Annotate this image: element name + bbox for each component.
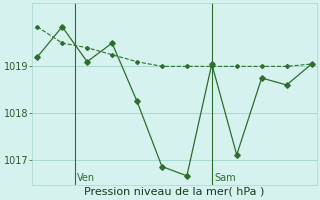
X-axis label: Pression niveau de la mer( hPa ): Pression niveau de la mer( hPa ) [84,187,265,197]
Text: Sam: Sam [214,173,236,183]
Text: Ven: Ven [77,173,95,183]
